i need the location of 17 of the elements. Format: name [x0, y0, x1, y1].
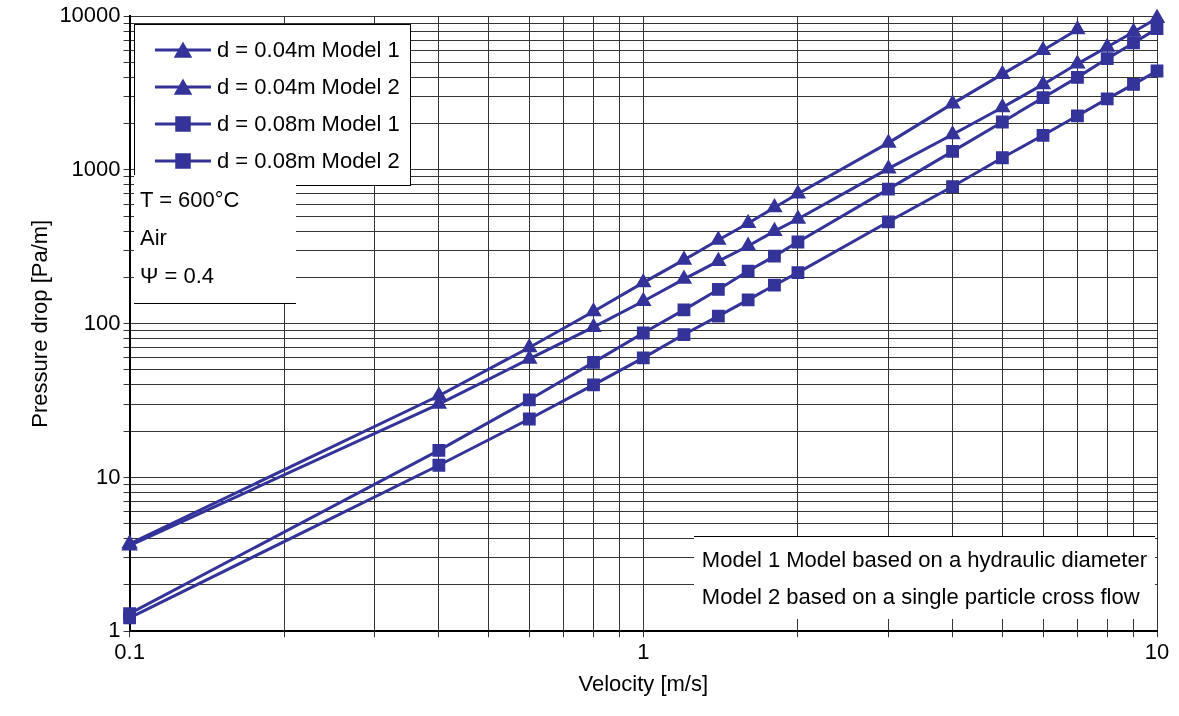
x-axis-title: Velocity [m/s]	[578, 670, 709, 696]
x-tick-label: 10	[1144, 639, 1170, 665]
y-tick-label: 100	[83, 309, 121, 335]
legend-label: d = 0.04m Model 1	[217, 36, 400, 63]
y-axis-title: Pressure drop [Pa/m]	[27, 219, 53, 428]
y-tick-label: 10	[96, 463, 121, 489]
y-tick-label: 10000	[59, 2, 121, 28]
annotation: Model 2 based on a single particle cross flow	[701, 583, 1141, 611]
legend-label: d = 0.08m Model 1	[217, 110, 400, 137]
x-tick-label: 1	[637, 639, 650, 665]
y-tick-label: 1000	[71, 156, 121, 182]
annotation: Air	[140, 224, 168, 252]
annotation: T = 600°C	[140, 186, 241, 214]
annotation: Model 1 Model based on a hydraulic diameter	[701, 546, 1147, 574]
legend-label: d = 0.08m Model 2	[217, 147, 400, 174]
legend-label: d = 0.04m Model 2	[217, 73, 400, 100]
annotation: Ψ = 0.4	[140, 262, 216, 290]
